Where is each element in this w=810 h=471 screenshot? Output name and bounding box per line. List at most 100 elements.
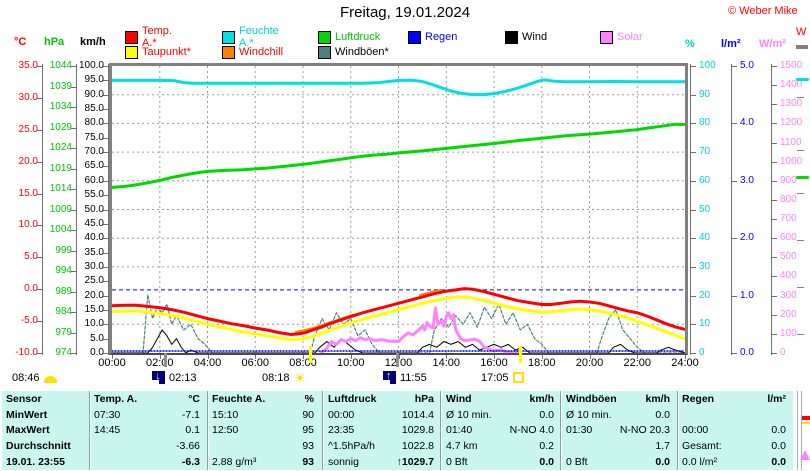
table-cell: Ø 10 min. (446, 408, 492, 421)
series-line-luftdruck (112, 122, 685, 189)
axis-tick-label: 40 (699, 232, 711, 244)
axis-tick-label: 10.0 (18, 219, 38, 231)
axis-tick (37, 289, 42, 291)
table-cell: °C (188, 393, 200, 405)
axis-tick (103, 123, 108, 125)
moonset-icon: ↓ (152, 370, 165, 384)
x-axis-label: 14:00 (432, 357, 461, 369)
legend-label: Regen (425, 31, 458, 43)
table-cell: Sensor (6, 393, 42, 405)
x-axis-label: 00:00 (98, 357, 126, 369)
axis-tick-label: 35.0 (18, 60, 38, 71)
day-marker-11-55 (395, 353, 399, 367)
axis-tick-label: 80.0 (84, 117, 104, 129)
axis-tick-label: 1.0 (740, 289, 754, 301)
legend-item-wind: Wind (505, 30, 547, 44)
table-row: MinWert 07:30 -7.1 15:10 90 00:00 1014.4 Ø 10 m… (2, 408, 793, 423)
axis-tick (71, 189, 76, 190)
axis-tick (772, 295, 777, 297)
cropped-axis-tick (797, 287, 804, 288)
axis-tick-label: 1004 (49, 224, 72, 235)
axis-tick (103, 152, 108, 154)
axis-tick-label: 20.0 (18, 155, 38, 167)
axis-tick (71, 86, 76, 88)
table-column-divider (322, 391, 323, 470)
table-cell: Durchschnitt (6, 440, 71, 453)
table-cell: km/h (645, 393, 670, 405)
axis-tick (103, 295, 108, 297)
legend-swatch-icon (318, 30, 331, 44)
x-axis-tick (494, 355, 495, 359)
axis-tick (71, 168, 76, 170)
table-cell: Luftdruck (328, 393, 377, 405)
axis-tick (732, 66, 737, 67)
cropped-axis-tick (797, 240, 804, 241)
axis-tick-label: 1014 (49, 183, 72, 194)
legend-item-feuchte-a: Feuchte A.* (222, 25, 279, 49)
axis-tick-label: 1029 (49, 121, 72, 133)
axis-tick (772, 238, 777, 240)
axis-tick-label: 95.0 (84, 74, 104, 86)
axis-tick-label: 1000 (780, 155, 803, 167)
table-column-divider (207, 391, 208, 470)
axis-tick (37, 66, 42, 67)
axis-unit-km-h: km/h (80, 36, 106, 48)
table-cell: 0.0 l/m² (682, 455, 718, 468)
axis-tick (71, 332, 76, 334)
legend-label: Taupunkt* (142, 46, 191, 58)
table-cell: Wind (446, 393, 472, 405)
table-cell: 90 (302, 408, 314, 421)
table-row: Durchschnitt -3.66 93 ^1.5hPa/h 1022.8 4.7 km… (2, 439, 793, 454)
axis-tick (103, 195, 108, 197)
legend-swatch-icon (125, 45, 138, 59)
table-cell: -3.66 (176, 440, 200, 453)
day-marker-17-05 (518, 346, 522, 363)
axis-tick-label: 5.0 (740, 60, 754, 71)
table-cell: Windböen (566, 393, 617, 405)
axis-tick (732, 295, 737, 297)
x-axis-label: 24:00 (671, 357, 699, 369)
axis-tick (37, 129, 42, 131)
axis-tick-label: 800 (780, 193, 797, 205)
axis-tick (103, 266, 108, 268)
cropped-icon-fragment (802, 416, 810, 420)
table-cell: 15:10 (212, 408, 239, 421)
astro-dawn-group: 08:46 (12, 370, 57, 385)
table-cell: 1.7 (655, 440, 670, 453)
table-cell: Feuchte A. (212, 393, 266, 405)
page-title: Freitag, 19.01.2024 (339, 4, 471, 21)
x-axis-label: 08:00 (289, 357, 317, 369)
axis-tick-label: 1400 (780, 79, 803, 91)
axis-tick (71, 312, 76, 313)
axis-tick (691, 266, 696, 268)
axis-tick-label: 300 (780, 289, 797, 301)
series-line-solar (319, 306, 520, 353)
legend-item-taupunkt: Taupunkt* (125, 45, 191, 59)
axis-line (76, 64, 77, 355)
axis-tick-label: 2.0 (740, 232, 754, 244)
table-cell: % (304, 393, 314, 405)
axis-tick (71, 66, 76, 67)
axis-tick-label: 5.0 (24, 251, 38, 263)
table-cell: 00:00 (682, 424, 709, 437)
axis-tick (37, 193, 42, 195)
axis-tick (103, 324, 108, 326)
table-cell: 0.0 (771, 440, 786, 453)
legend-item-windb-en: Windböen* (318, 45, 389, 59)
astro-moonset-group: ↓ 02:13 (152, 370, 197, 385)
table-cell: 0.0 (539, 455, 554, 468)
table-row: MaxWert 14:45 0.1 12:50 95 23:35 1029.8 01:40 N-… (2, 423, 793, 438)
axis-tick (37, 97, 42, 99)
axis-tick-label: 979 (55, 326, 72, 338)
table-cell: 12:50 (212, 424, 239, 437)
axis-tick (103, 66, 108, 67)
cropped-wind-axis-label: W (796, 26, 807, 38)
axis-tick-label: 90 (699, 88, 711, 100)
moonrise-time-label: 11:55 (400, 371, 427, 384)
axis-tick (103, 109, 108, 111)
legend-swatch-icon (222, 45, 235, 59)
axis-line (42, 64, 43, 355)
axis-tick (691, 295, 696, 297)
axis-tick-label: 20 (699, 289, 711, 301)
axis-tick-label: 35.0 (84, 246, 104, 258)
